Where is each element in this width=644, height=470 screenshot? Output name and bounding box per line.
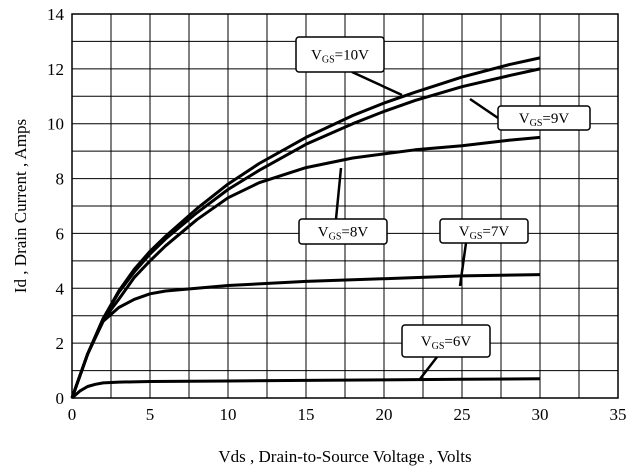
series-label-main: V xyxy=(519,111,530,127)
callout-leader xyxy=(458,242,468,287)
callout-box xyxy=(401,324,491,358)
x-tick-label: 25 xyxy=(454,405,471,424)
callout-leader xyxy=(351,70,403,97)
x-tick-label: 10 xyxy=(220,405,237,424)
x-tick-label: 30 xyxy=(532,405,549,424)
series-label-sub: GS xyxy=(432,341,445,352)
plot-frame xyxy=(71,13,619,399)
series-label-sub: GS xyxy=(530,118,543,129)
callout-leader xyxy=(419,356,438,380)
series-line-3 xyxy=(70,273,541,399)
y-tick-label: 6 xyxy=(56,224,65,243)
series-line-4 xyxy=(71,377,541,400)
y-axis-label: Id , Drain Current , Amps xyxy=(11,119,30,293)
y-tick-label: 12 xyxy=(47,60,64,79)
callout-box xyxy=(439,218,529,244)
y-tick-label: 2 xyxy=(56,334,65,353)
series-label-main: V xyxy=(318,225,329,241)
x-tick-label: 35 xyxy=(610,405,627,424)
series-label-main: V xyxy=(421,334,432,350)
y-tick-label: 0 xyxy=(56,389,65,408)
series-label: VGS=9V xyxy=(519,111,570,129)
series-label: VGS=6V xyxy=(421,334,472,352)
series-label-sub: GS xyxy=(322,55,335,66)
x-tick-label: 20 xyxy=(376,405,393,424)
x-tick-label: 5 xyxy=(146,405,155,424)
tick-labels: 0 5 10 15 20 25 30 35 0 2 4 6 8 10 12 14 xyxy=(47,5,627,424)
x-axis-label: Vds , Drain-to-Source Voltage , Volts xyxy=(218,447,471,466)
curves xyxy=(70,56,541,400)
y-tick-label: 14 xyxy=(47,5,65,24)
y-tick-label: 4 xyxy=(56,279,65,298)
callout-box xyxy=(298,218,388,245)
series-line-1 xyxy=(70,67,541,399)
x-tick-label: 0 xyxy=(68,405,77,424)
series-line-2 xyxy=(70,135,541,399)
series-label-rest: =10V xyxy=(335,48,369,64)
callout-box xyxy=(497,105,591,131)
series-label-sub: GS xyxy=(329,232,342,243)
callout-leader xyxy=(334,167,343,220)
series-label-rest: =7V xyxy=(482,224,509,240)
y-tick-label: 10 xyxy=(47,115,64,134)
series-label-rest: =6V xyxy=(444,334,471,350)
x-tick-label: 15 xyxy=(298,405,315,424)
series-label: VGS=10V xyxy=(311,48,369,66)
callout-box xyxy=(295,36,385,73)
series-label-sub: GS xyxy=(470,231,483,242)
callout-leader xyxy=(469,97,499,120)
series-label-rest: =8V xyxy=(341,225,368,241)
series-label-main: V xyxy=(311,48,322,64)
series-label: VGS=7V xyxy=(459,224,510,242)
series-label: VGS=8V xyxy=(318,225,369,243)
series-label-rest: =9V xyxy=(542,111,569,127)
y-tick-label: 8 xyxy=(56,170,65,189)
series-label-main: V xyxy=(459,224,470,240)
